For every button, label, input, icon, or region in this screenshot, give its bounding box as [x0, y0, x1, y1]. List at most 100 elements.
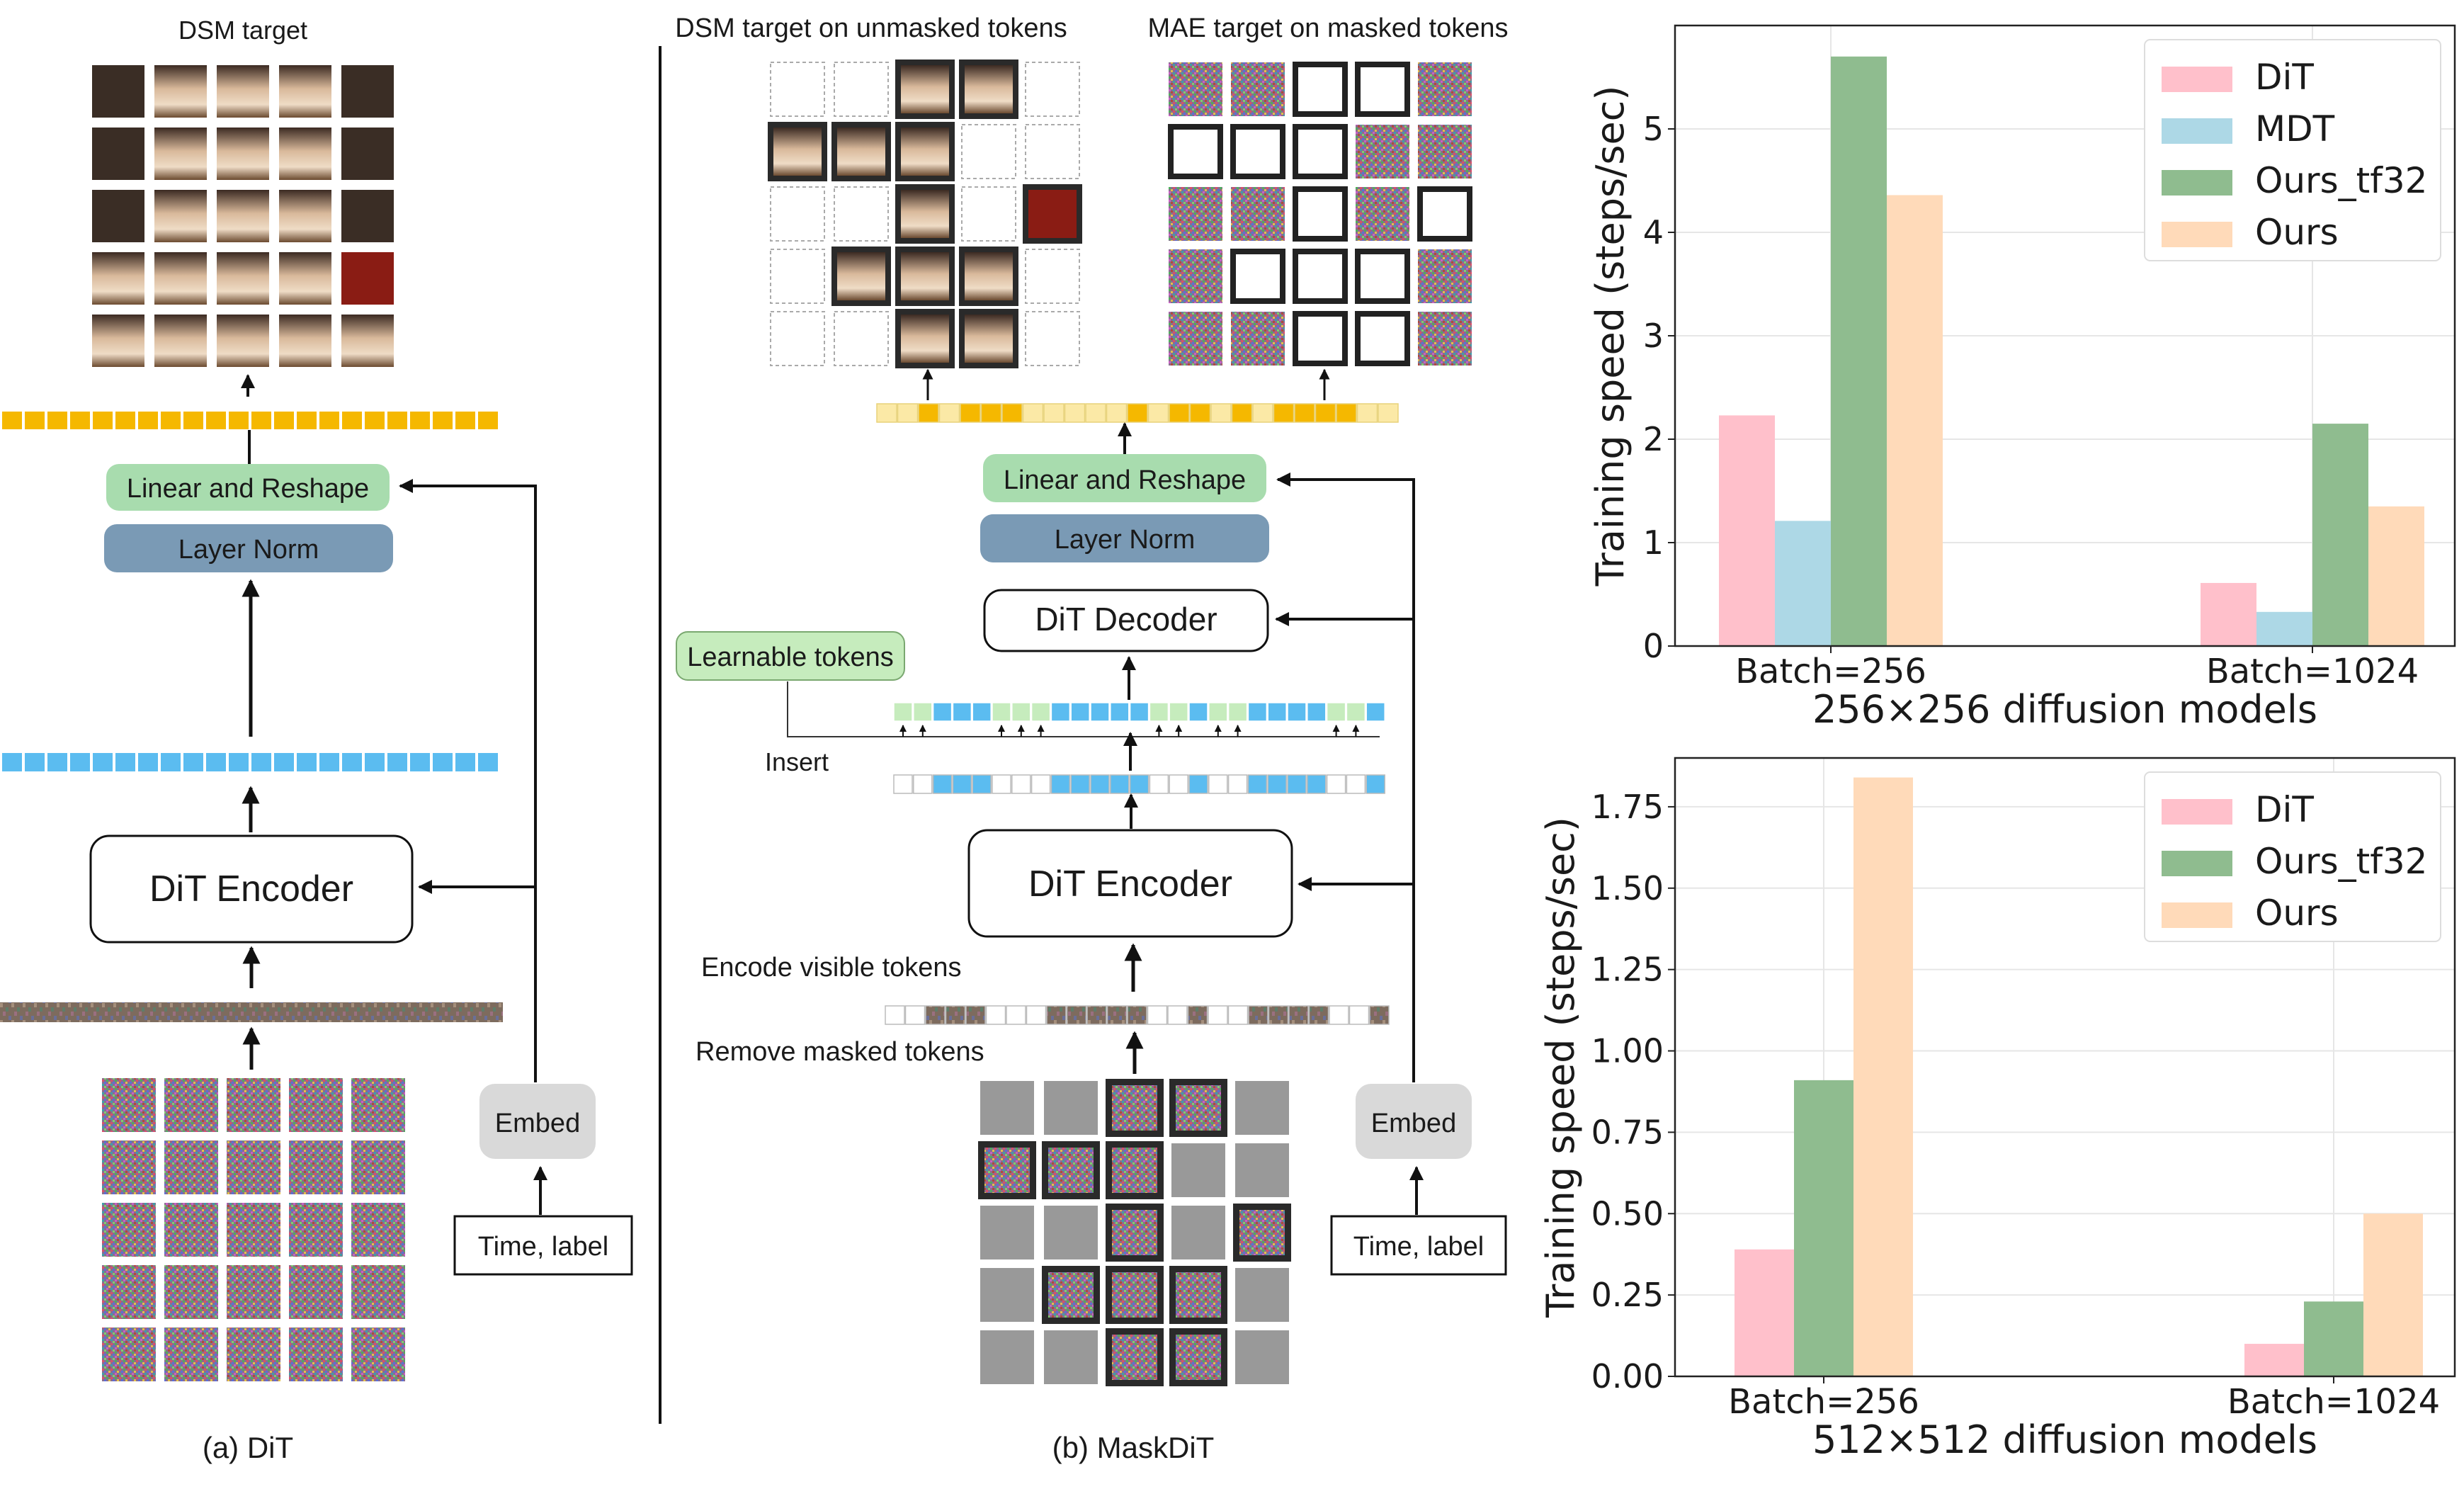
decoder-output-token [1356, 403, 1378, 423]
visible-noisy-patch [1048, 1272, 1094, 1318]
noisy-patch [102, 1265, 156, 1319]
decoder-output-token-row [876, 403, 1399, 423]
masked-patch [1418, 312, 1472, 366]
dit-decoder-box: DiT Decoder [983, 589, 1269, 652]
legend-swatch [2162, 67, 2232, 92]
visible-token [1110, 774, 1130, 794]
empty-patch [961, 186, 1016, 242]
visible-noisy-patch [1048, 1148, 1094, 1193]
decoder-input-token [1129, 702, 1149, 722]
visible-input-token [1248, 1005, 1268, 1025]
unmasked-patch [837, 252, 885, 300]
masked-grey-patch [1235, 1268, 1289, 1322]
decoder-input-token [1247, 702, 1268, 722]
noisy-patch [164, 1327, 218, 1381]
noisy-patch [164, 1203, 218, 1257]
visible-token [913, 774, 933, 794]
visible-input-token [1106, 1005, 1128, 1025]
linear-and-reshape-box: Linear and Reshape [106, 464, 390, 511]
decoder-input-token [1366, 702, 1385, 722]
bar-ours [2368, 506, 2424, 646]
encoder-token [341, 752, 363, 773]
linear-and-reshape-label-b: Linear and Reshape [1004, 465, 1246, 495]
visible-input-token [904, 1005, 926, 1025]
time-label-box: Time, label [453, 1215, 633, 1276]
visible-noisy-patch [1176, 1085, 1221, 1131]
encoder-token [114, 752, 137, 773]
dit-encoder-box-b: DiT Encoder [967, 829, 1293, 938]
noisy-patch [102, 1203, 156, 1257]
image-patch [92, 190, 144, 242]
output-token [182, 410, 205, 431]
encoder-token [273, 752, 295, 773]
input-token-strip [0, 1002, 503, 1022]
empty-patch [770, 311, 825, 366]
output-token [341, 410, 363, 431]
decoder-output-token [1127, 403, 1148, 423]
empty-patch [1025, 124, 1080, 179]
masked-patch [1356, 187, 1409, 241]
visible-input-token [1288, 1005, 1309, 1025]
dit-encoder-label: DiT Encoder [149, 868, 353, 910]
decoder-output-token [1336, 403, 1357, 423]
legend-label: DiT [2255, 789, 2314, 830]
layer-norm-box: Layer Norm [104, 524, 393, 572]
x-axis-label: 256×256 diffusion models [1812, 687, 2317, 732]
noisy-image-grid [102, 1078, 405, 1381]
empty-patch [834, 311, 889, 366]
decoder-input-token [932, 702, 953, 722]
empty-frame [1355, 249, 1410, 304]
output-token [431, 410, 454, 431]
visible-noisy-patch [1239, 1210, 1285, 1255]
visible-noisy-patch [1112, 1335, 1157, 1380]
output-token [318, 410, 341, 431]
insert-label: Insert [765, 747, 829, 776]
visible-input-token [1308, 1005, 1329, 1025]
empty-patch [834, 62, 889, 117]
plot-frame [1674, 24, 2456, 647]
visible-token [1227, 774, 1248, 794]
noisy-patch [351, 1140, 405, 1194]
encoder-token [69, 752, 91, 773]
noisy-patch [227, 1078, 280, 1132]
decoder-output-token [1294, 403, 1315, 423]
y-tick-label: 1.25 [1591, 951, 1664, 989]
image-patch [279, 252, 331, 305]
bar-ours-tf32 [1831, 56, 1887, 647]
learnable-tokens-box: Learnable tokens [676, 631, 905, 681]
conditioning-path-b [1276, 472, 1415, 1082]
legend-swatch [2162, 799, 2232, 825]
noisy-patch [164, 1078, 218, 1132]
visible-input-token [1349, 1005, 1370, 1025]
image-patch [341, 128, 394, 180]
decoder-output-token [897, 403, 919, 423]
decoder-input-token [1208, 702, 1228, 722]
embed-label: Embed [495, 1109, 580, 1138]
insert-path [787, 681, 1380, 737]
empty-frame [1293, 186, 1348, 242]
visible-noisy-patch [1176, 1335, 1221, 1380]
panel-b-maskdit: DSM target on unmasked tokens MAE target… [675, 13, 1508, 1464]
visible-token [1031, 774, 1051, 794]
image-patch [92, 252, 144, 305]
masked-noisy-image-grid [978, 1079, 1291, 1386]
decoder-input-token [913, 702, 933, 722]
x-axis-label: 512×512 diffusion models [1812, 1417, 2317, 1462]
decoder-output-token [1315, 403, 1336, 423]
visible-token [893, 774, 913, 794]
image-patch [217, 315, 269, 367]
masked-patch [1169, 249, 1222, 303]
decoder-output-token [1273, 403, 1295, 423]
noisy-patch [227, 1265, 280, 1319]
visible-token [1208, 774, 1228, 794]
encoder-token [23, 752, 46, 773]
decoder-input-token [1031, 702, 1051, 722]
decoder-input-token [992, 702, 1011, 722]
empty-frame [1168, 124, 1223, 179]
decoder-output-token [1064, 403, 1086, 423]
decoder-output-token [1022, 403, 1044, 423]
output-token [227, 410, 250, 431]
encoder-token [182, 752, 205, 773]
decoder-input-token [1307, 702, 1327, 722]
